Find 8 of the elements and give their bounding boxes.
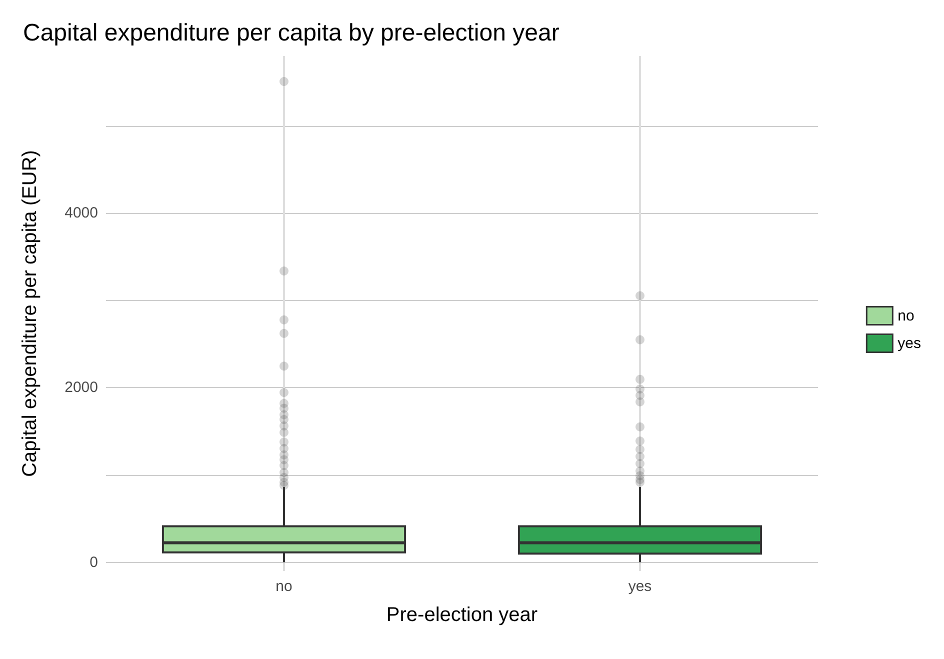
y-tick-label: 4000 bbox=[64, 204, 98, 222]
y-axis-title: Capital expenditure per capita (EUR) bbox=[19, 150, 41, 477]
legend-label: yes bbox=[898, 334, 921, 352]
y-tick-label: 2000 bbox=[64, 379, 98, 396]
legend-label: no bbox=[898, 307, 914, 324]
y-tick-label: 0 bbox=[90, 554, 98, 571]
x-axis-title: Pre-election year bbox=[386, 604, 538, 626]
chart-title: Capital expenditure per capita by pre-election year bbox=[23, 20, 560, 46]
